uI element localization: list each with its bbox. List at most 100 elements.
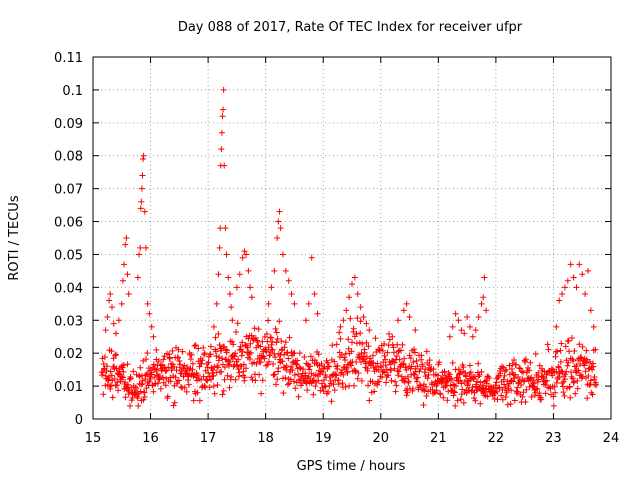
data-point — [106, 374, 113, 381]
data-point — [275, 365, 282, 372]
data-point — [133, 385, 140, 392]
data-point — [120, 368, 127, 375]
data-point — [530, 384, 537, 391]
data-point — [576, 341, 583, 348]
data-point — [272, 325, 279, 332]
data-point — [570, 274, 577, 281]
data-point — [281, 344, 288, 351]
data-point — [408, 363, 415, 370]
data-point — [304, 387, 311, 394]
data-point — [177, 384, 184, 391]
data-point — [587, 307, 594, 314]
data-point — [390, 349, 397, 356]
data-point — [405, 378, 412, 385]
data-point — [535, 376, 542, 383]
data-point — [282, 339, 289, 346]
data-point — [113, 330, 120, 337]
x-tick-label: 17 — [200, 431, 217, 446]
data-point — [100, 360, 107, 367]
data-point — [207, 343, 214, 350]
data-point — [494, 388, 501, 395]
data-point — [179, 348, 186, 355]
data-point — [274, 335, 281, 342]
data-point — [273, 329, 280, 336]
data-point — [249, 376, 256, 383]
data-point — [214, 381, 221, 388]
data-point — [492, 385, 499, 392]
data-point — [553, 379, 560, 386]
data-point — [420, 402, 427, 409]
data-point — [140, 396, 147, 403]
data-point — [165, 364, 172, 371]
data-point — [311, 290, 318, 297]
data-point — [296, 350, 303, 357]
data-point — [522, 358, 529, 365]
x-tick-label: 22 — [488, 431, 505, 446]
data-point — [516, 364, 523, 371]
data-point — [420, 386, 427, 393]
data-point — [307, 363, 314, 370]
data-point — [129, 394, 136, 401]
data-point — [469, 333, 476, 340]
data-point — [199, 357, 206, 364]
data-point — [236, 271, 243, 278]
data-point — [351, 367, 358, 374]
data-point — [423, 383, 429, 390]
data-point — [124, 361, 131, 368]
data-point — [240, 368, 247, 375]
data-point — [456, 370, 463, 377]
data-point — [286, 334, 293, 341]
data-point — [215, 271, 222, 278]
data-point — [570, 357, 577, 364]
data-point — [166, 355, 173, 362]
data-point — [534, 385, 541, 392]
data-point — [383, 379, 390, 386]
data-point — [239, 348, 246, 355]
data-point — [176, 357, 183, 364]
data-point — [517, 381, 524, 388]
data-point — [213, 352, 220, 359]
data-point — [414, 363, 421, 370]
data-point — [152, 366, 159, 373]
data-point — [363, 339, 370, 346]
data-point — [124, 271, 131, 278]
data-point — [574, 377, 581, 384]
data-point — [170, 402, 177, 409]
data-point — [169, 347, 176, 354]
data-point — [357, 330, 364, 337]
data-point — [527, 375, 534, 382]
data-point — [218, 368, 225, 375]
data-point — [108, 304, 115, 311]
data-point — [382, 362, 389, 369]
data-point — [343, 307, 350, 314]
data-point — [406, 313, 413, 320]
data-point — [526, 367, 533, 374]
data-point — [273, 339, 280, 346]
data-point — [289, 367, 296, 374]
data-point — [148, 323, 155, 330]
data-point — [239, 254, 246, 261]
y-tick-label: 0.06 — [54, 216, 83, 231]
data-point — [421, 387, 428, 394]
data-point — [248, 374, 255, 381]
data-point — [403, 366, 410, 373]
data-point — [171, 399, 178, 406]
data-point — [310, 391, 317, 398]
data-point — [400, 307, 407, 314]
data-point — [240, 361, 247, 368]
data-point — [215, 330, 222, 337]
data-point — [271, 371, 278, 378]
data-point — [402, 364, 409, 371]
data-point — [210, 372, 217, 379]
data-point — [587, 377, 594, 384]
data-point — [571, 378, 577, 385]
grid-lines — [93, 57, 611, 419]
data-point — [222, 346, 229, 353]
data-point — [436, 359, 443, 366]
data-point — [558, 340, 565, 347]
data-point — [382, 356, 389, 363]
data-point — [469, 384, 476, 391]
data-point — [583, 347, 590, 354]
x-axis-label: GPS time / hours — [297, 459, 406, 474]
data-point — [107, 385, 114, 392]
